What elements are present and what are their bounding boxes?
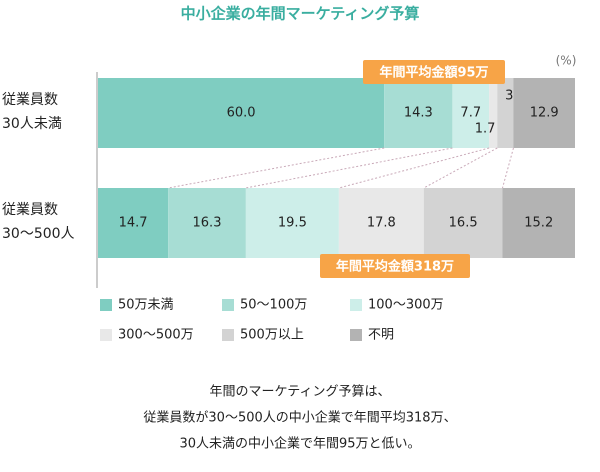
legend-label: 300〜500万 (118, 328, 194, 343)
connector (245, 147, 453, 189)
bar-segment (497, 78, 514, 148)
legend-label: 50〜100万 (240, 298, 307, 313)
connector (423, 147, 498, 189)
legend-swatch (100, 329, 112, 341)
chart-title: 中小企業の年間マーケティング予算 (181, 5, 420, 23)
bar-segment (489, 78, 498, 148)
annotation: 年間平均金額95万 (379, 65, 488, 81)
value-label: 7.7 (460, 106, 481, 121)
bar-segment (98, 188, 169, 258)
annotation-box (320, 254, 470, 278)
bar-segment (245, 188, 339, 258)
bar-segment (168, 188, 246, 258)
value-label: 19.5 (278, 216, 307, 231)
legend-label: 500万以上 (240, 328, 304, 343)
legend-swatch (222, 329, 234, 341)
legend-swatch (350, 299, 362, 311)
legend-label: 50万未満 (118, 298, 174, 313)
legend-label: 不明 (368, 328, 394, 343)
value-label: 16.3 (193, 216, 222, 231)
bar-segment (338, 188, 424, 258)
connector (502, 147, 514, 189)
unit-label: (%) (556, 54, 577, 68)
annotation: 年間平均金額318万 (336, 259, 454, 275)
value-label: 60.0 (227, 106, 256, 121)
value-label: 16.5 (449, 216, 478, 231)
value-label: 1.7 (475, 122, 496, 137)
category-label: 30〜500人 (2, 226, 75, 242)
legend-swatch (100, 299, 112, 311)
category-label: 従業員数 (2, 92, 58, 108)
bar-segment (98, 78, 385, 148)
legend-swatch (222, 299, 234, 311)
connector (338, 147, 490, 189)
category-label: 30人未満 (2, 116, 62, 132)
annotation-box (363, 60, 505, 84)
bar-segment (502, 188, 575, 258)
value-label: 15.2 (524, 216, 553, 231)
bar-segment (384, 78, 453, 148)
value-label: 14.3 (404, 106, 433, 121)
bar-segment (513, 78, 575, 148)
category-label: 従業員数 (2, 202, 58, 218)
note: 30人未満の中小企業で年間95万と低い。 (179, 436, 420, 452)
value-label: 12.9 (530, 106, 559, 121)
value-label: 17.8 (367, 216, 396, 231)
note: 年間のマーケティング予算は、 (210, 385, 391, 400)
connector (168, 147, 385, 189)
bar-segment (423, 188, 503, 258)
bar-segment (452, 78, 490, 148)
note: 従業員数が30〜500人の中小企業で年間平均318万、 (143, 410, 456, 426)
legend-swatch (350, 329, 362, 341)
legend-label: 100〜300万 (368, 298, 444, 313)
value-label: 14.7 (119, 216, 148, 231)
